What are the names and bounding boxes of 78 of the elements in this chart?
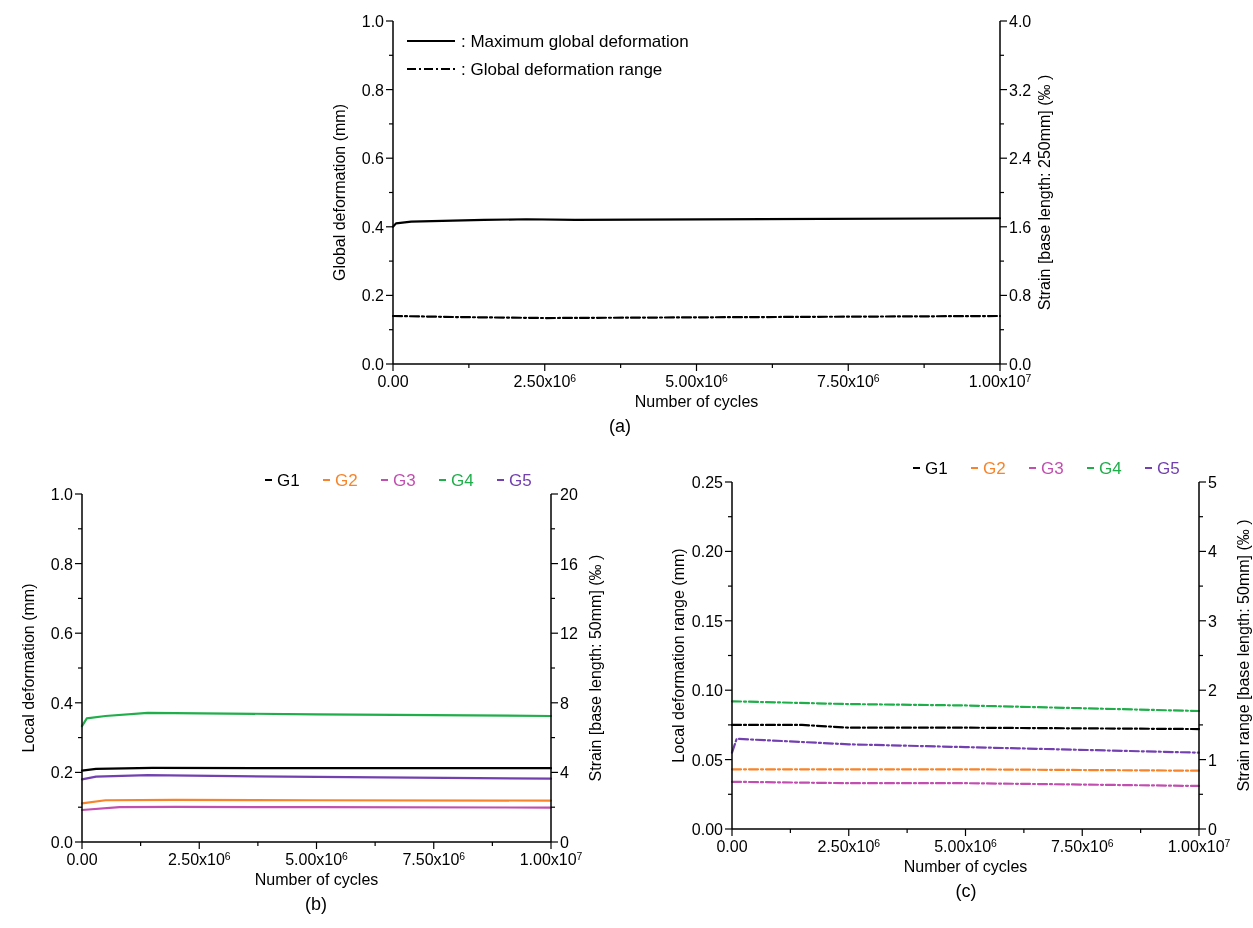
y-tick-label: 0.6 <box>361 150 385 168</box>
x-tick-label: 7.50x10$^{6}$ <box>1050 837 1114 855</box>
y-tick-label: 1.0 <box>361 13 385 30</box>
y-tick-label: 0.00 <box>691 821 724 838</box>
y-tick-label: 0.20 <box>691 543 724 561</box>
y2-tick-label: 5 <box>1208 474 1217 491</box>
line-series <box>730 700 1201 713</box>
y-tick-label: 0.4 <box>50 694 74 712</box>
x-tick-label: 7.50x10$^{6}$ <box>402 850 466 868</box>
legend-label: G2 <box>983 459 1006 478</box>
legend-label: : Global deformation range <box>461 60 663 79</box>
y-tick-label: 0.2 <box>361 287 385 305</box>
x-tick-label: 2.50x10$^{6}$ <box>513 372 577 390</box>
y-tick-label: 0.6 <box>50 625 74 643</box>
line-series <box>730 737 1201 754</box>
y2-tick-label: 0.8 <box>1009 287 1032 305</box>
x-tick-label: 1.00x10$^{7}$ <box>1167 837 1231 855</box>
text: (c) <box>955 881 977 901</box>
x-tick-label: 1.00x10$^{7}$ <box>968 372 1032 390</box>
x-axis-title: Number of cycles <box>903 858 1028 875</box>
y2-tick-label: 20 <box>560 486 578 503</box>
y2-axis-title: Strain [base length: 250mm] (‰ ) <box>1036 74 1053 311</box>
y2-tick-label: 12 <box>560 625 578 643</box>
x-tick-label: 0.00 <box>377 373 409 390</box>
x-tick-label: 5.00x10$^{6}$ <box>665 372 729 390</box>
legend-label: G2 <box>335 471 358 490</box>
text: (a) <box>609 416 631 436</box>
y2-axis-title: Strain [base length: 50mm] (‰ ) <box>587 554 604 782</box>
y2-tick-label: 0 <box>1208 821 1217 838</box>
y2-tick-label: 0.0 <box>1009 356 1032 373</box>
y2-tick-label: 16 <box>560 555 578 573</box>
y-tick-label: 0.8 <box>361 81 385 99</box>
x-axis-title: Number of cycles <box>254 871 379 888</box>
y-tick-label: 0.10 <box>691 682 724 700</box>
y2-tick-label: 2 <box>1208 682 1217 700</box>
y2-tick-label: 2.4 <box>1009 150 1032 168</box>
x-tick-label: 5.00x10$^{6}$ <box>934 837 998 855</box>
y2-tick-label: 3.2 <box>1009 81 1032 99</box>
y2-axis-title: Strain range [base length: 50mm] (‰ ) <box>1235 519 1252 792</box>
y-tick-label: 0.15 <box>691 612 724 630</box>
y-tick-label: 0.8 <box>50 555 74 573</box>
y-tick-label: 0.0 <box>50 834 74 851</box>
x-tick-label: 0.00 <box>716 838 748 855</box>
y2-tick-label: 0 <box>560 834 569 851</box>
y-tick-label: 0.4 <box>361 218 385 236</box>
text: (b) <box>305 894 327 914</box>
y2-tick-label: 8 <box>560 694 569 712</box>
x-tick-label: 2.50x10$^{6}$ <box>817 837 881 855</box>
y2-tick-label: 1.6 <box>1009 218 1032 236</box>
x-tick-label: 7.50x10$^{6}$ <box>816 372 880 390</box>
y-tick-label: 0.05 <box>691 751 724 769</box>
line-series <box>80 711 553 728</box>
legend-label: G4 <box>451 471 474 490</box>
y2-tick-label: 4 <box>1208 543 1217 561</box>
y-tick-label: 1.0 <box>50 486 74 503</box>
legend-label: G3 <box>1041 459 1064 478</box>
y2-tick-label: 1 <box>1208 751 1217 769</box>
x-axis-title: Number of cycles <box>634 393 759 410</box>
y-axis-title: Local deformation (mm) <box>20 583 37 753</box>
legend-label: G5 <box>1157 459 1180 478</box>
legend-label: G4 <box>1099 459 1122 478</box>
y-axis-title: Global deformation (mm) <box>331 104 348 281</box>
x-tick-label: 5.00x10$^{6}$ <box>285 850 349 868</box>
legend-label: G1 <box>925 459 948 478</box>
legend-label: : Maximum global deformation <box>461 32 689 51</box>
legend-label: G5 <box>509 471 532 490</box>
y2-tick-label: 3 <box>1208 612 1217 630</box>
x-tick-label: 2.50x10$^{6}$ <box>167 850 231 868</box>
y-tick-label: 0.25 <box>691 474 724 491</box>
y2-tick-label: 4 <box>560 764 569 782</box>
x-tick-label: 0.00 <box>66 851 98 868</box>
y-tick-label: 0.0 <box>361 356 385 373</box>
legend-label: G3 <box>393 471 416 490</box>
y-axis-title: Local deformation range (mm) <box>670 548 687 763</box>
legend-label: G1 <box>277 471 300 490</box>
y2-tick-label: 4.0 <box>1009 13 1032 30</box>
y-tick-label: 0.2 <box>50 764 74 782</box>
x-tick-label: 1.00x10$^{7}$ <box>519 850 583 868</box>
